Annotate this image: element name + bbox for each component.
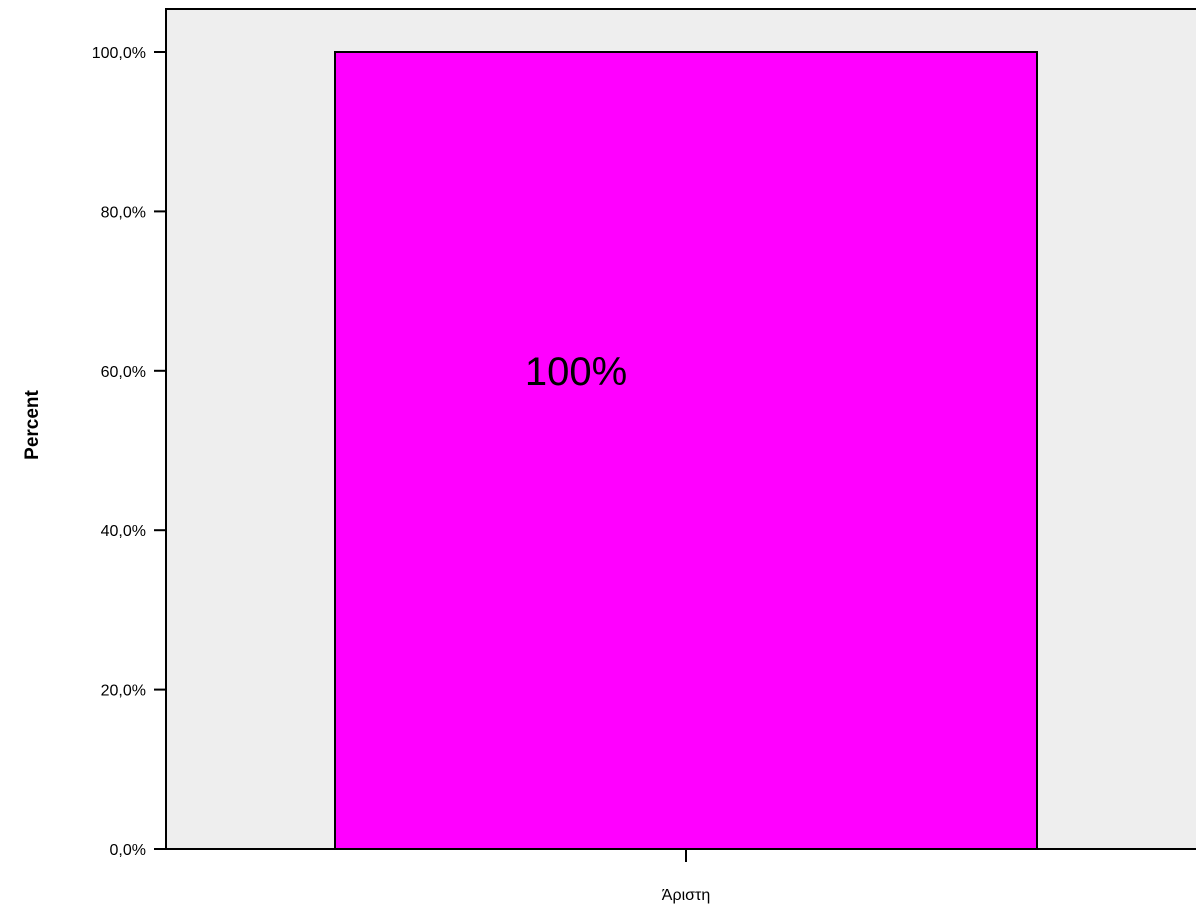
y-tick-label: 40,0% — [101, 523, 146, 540]
y-ticks-layer: 0,0% 20,0% 40,0% 60,0% 80,0% 100,0% — [92, 45, 166, 859]
axes-layer — [165, 9, 1196, 850]
bar — [334, 51, 1038, 850]
y-tick-label: 80,0% — [101, 204, 146, 221]
y-tick-label: 0,0% — [110, 842, 146, 859]
x-tick-label: Άριστη — [662, 887, 710, 904]
y-tick-label: 100,0% — [92, 45, 146, 62]
bars-layer: 100% — [334, 51, 1038, 850]
x-ticks-layer: Άριστη — [662, 849, 710, 904]
y-axis-title: Percent — [22, 389, 43, 459]
y-tick-label: 60,0% — [101, 364, 146, 381]
bar-data-label: 100% — [525, 350, 627, 394]
y-tick-label: 20,0% — [101, 683, 146, 700]
